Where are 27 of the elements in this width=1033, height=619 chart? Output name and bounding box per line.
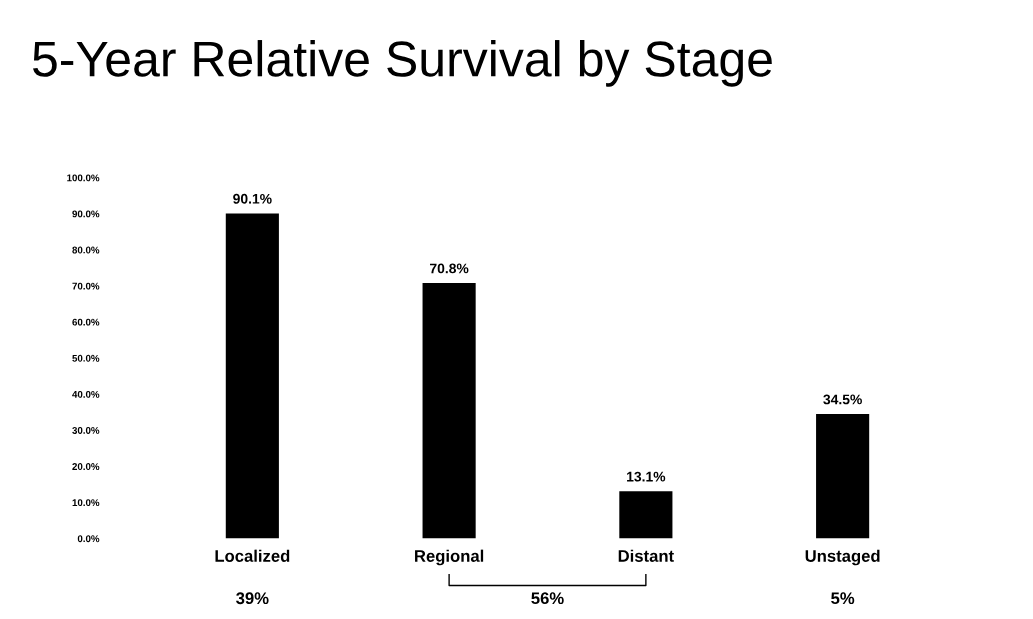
data-label: 70.8% bbox=[430, 263, 469, 274]
text: 56% bbox=[531, 592, 564, 605]
bar bbox=[619, 491, 673, 539]
y-tick-label: 80.0% bbox=[72, 246, 100, 254]
y-tick-label: 10.0% bbox=[72, 499, 100, 507]
y-tick-label: 30.0% bbox=[72, 427, 100, 434]
text: 39% bbox=[236, 592, 269, 605]
bar bbox=[816, 414, 870, 539]
y-tick-label: 100.0% bbox=[67, 174, 100, 182]
data-label: 34.5% bbox=[823, 394, 862, 405]
y-tick-label: 70.0% bbox=[72, 282, 100, 290]
data-label: 13.1% bbox=[627, 471, 666, 482]
y-tick-label: 50.0% bbox=[72, 354, 100, 362]
x-tick-label: Unstaged bbox=[805, 549, 880, 566]
y-tick-label: 20.0% bbox=[72, 463, 100, 470]
x-tick-label: Localized bbox=[215, 549, 290, 562]
y-tick-label: 90.0% bbox=[72, 210, 100, 218]
y-tick-label: 40.0% bbox=[72, 390, 100, 398]
chart-title: 5-Year Relative Survival by Stage bbox=[32, 40, 772, 87]
data-label: 90.1% bbox=[233, 193, 272, 204]
y-tick-label: 60.0% bbox=[72, 318, 100, 326]
bar bbox=[422, 283, 476, 539]
bar bbox=[225, 213, 279, 539]
y-tick-label: 0.0% bbox=[77, 535, 100, 543]
x-tick-label: Distant bbox=[618, 549, 674, 562]
text: 5% bbox=[831, 592, 855, 605]
x-tick-label: Regional bbox=[415, 549, 484, 566]
